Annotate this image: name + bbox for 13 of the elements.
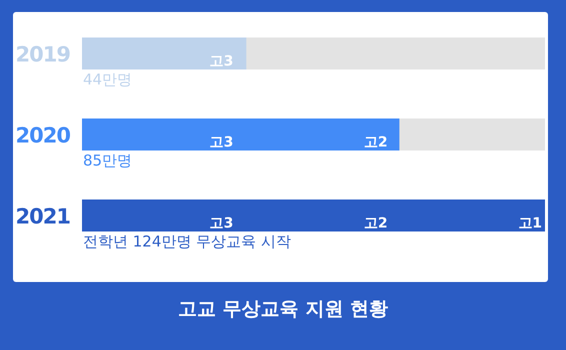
y-tick-label: 2020 (16, 124, 70, 148)
annotation: 고3 (210, 54, 234, 70)
y-tick-label: 2021 (16, 204, 70, 228)
text: 고3 (210, 216, 234, 232)
annotation: 고2 (364, 134, 388, 150)
text: 고2 (364, 216, 388, 232)
text: 고교 무상교육 지원 현황 (177, 297, 389, 322)
data-label: 44만명 (83, 70, 132, 88)
y-tick-label: 2019 (16, 42, 70, 66)
annotation: 고1 (518, 216, 542, 232)
data-label: 85만명 (83, 152, 132, 170)
data-label: 전학년 124만명 무상교육 시작 (83, 232, 291, 250)
text: 고3 (210, 134, 234, 150)
